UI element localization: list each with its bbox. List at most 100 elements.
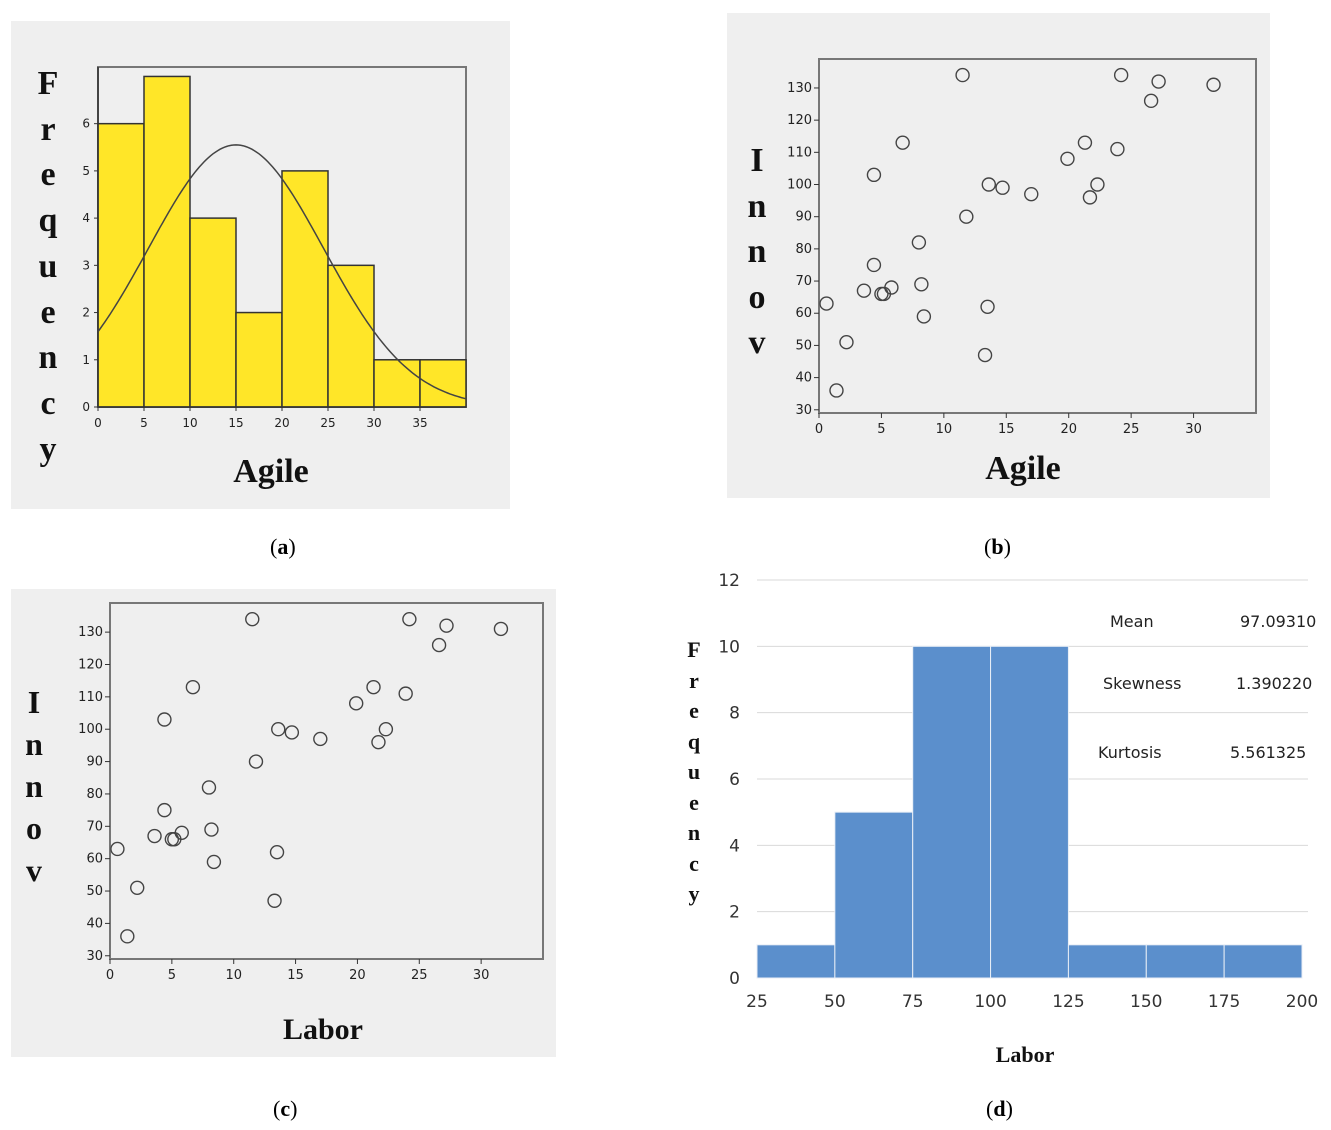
scatter-point	[201, 780, 217, 795]
y-tick-label: 8	[729, 704, 740, 724]
x-tick-label: 50	[824, 992, 846, 1012]
scatter-point	[1082, 190, 1098, 205]
ylabel-letter: e	[40, 293, 56, 331]
scatter-point	[895, 135, 910, 150]
y-tick-label: 60	[86, 852, 103, 867]
scatter-point	[1143, 93, 1159, 109]
stat-kurtosis-value: 5.561325	[1230, 743, 1307, 762]
y-tick-label: 120	[78, 657, 103, 672]
x-tick-label: 10	[225, 968, 242, 983]
y-tick-label: 130	[787, 81, 812, 96]
scatter-point	[439, 618, 454, 633]
scatter-point	[995, 180, 1010, 195]
x-tick-label: 25	[411, 968, 428, 983]
ylabel-letter: v	[26, 852, 42, 888]
x-tick-label: 0	[94, 416, 102, 430]
x-tick-label: 25	[320, 416, 335, 430]
scatter-point	[980, 299, 995, 314]
ylabel-letter: n	[687, 820, 701, 845]
x-tick-label: 20	[1060, 422, 1077, 437]
y-tick-label: 3	[82, 258, 90, 272]
ylabel-letter: F	[37, 65, 59, 102]
scatter-point	[206, 854, 222, 870]
x-tick-label: 15	[228, 416, 243, 430]
scatter-point	[245, 611, 260, 627]
ylabel-letter: y	[688, 881, 700, 906]
scatter-point	[914, 277, 929, 292]
histogram-bar	[1067, 944, 1147, 979]
histogram-bar	[189, 217, 237, 408]
x-tick-label: 20	[349, 968, 366, 983]
scatter-point	[819, 296, 834, 311]
caption-a: (a)	[270, 534, 296, 559]
panel-a: F r e q u e n c y 0 1 2 3 4 5 6 0 5 10 15 20 25 30 35 …	[11, 21, 510, 509]
panel-a-ylabel: F r e q u e n c y	[33, 61, 63, 472]
scatter-point	[829, 383, 844, 398]
y-tick-label: 50	[795, 338, 812, 353]
scatter-point	[348, 696, 364, 711]
scatter-point	[371, 734, 386, 750]
scatter-point	[284, 725, 300, 740]
ylabel-letter: c	[40, 384, 56, 422]
x-tick-label: 15	[287, 968, 304, 983]
x-tick-label: 5	[877, 422, 885, 437]
x-tick-label: 150	[1130, 992, 1162, 1012]
scatter-point	[269, 845, 285, 860]
scatter-point	[110, 841, 125, 857]
y-tick-label: 5	[82, 164, 90, 178]
y-tick-label: 10	[718, 637, 740, 657]
panel-b-plot: 30 40 50 60 70 80 90 100 110 120 130 0 5 10 15 20 25 30	[787, 58, 1257, 437]
y-tick-label: 30	[795, 403, 812, 418]
plot-frame	[109, 602, 544, 960]
histogram-bar	[1145, 944, 1225, 979]
scatter-point	[955, 67, 970, 83]
y-tick-label: 80	[795, 242, 812, 257]
ylabel-letter: o	[26, 810, 42, 846]
panel-d-plot: 0 2 4 6 8 10 12 25 50 75 100 125 150 175 200	[718, 571, 1318, 1012]
scatter-point	[1113, 67, 1129, 83]
scatter-point	[959, 209, 974, 224]
panel-d: F r e q u e n c y 0 2 4 6 8 10 12 25 50 75 100 125 1…	[680, 560, 1331, 1080]
histogram-bar	[281, 170, 329, 408]
panel-c-plot: 30 40 50 60 70 80 90 100 110 120 130 0 5 10 15 20 25 30	[78, 602, 544, 983]
y-tick-label: 0	[729, 969, 740, 989]
scatter-point	[911, 235, 927, 250]
ylabel-letter: e	[689, 789, 699, 815]
y-tick-label: 120	[787, 113, 812, 128]
x-tick-label: 5	[168, 968, 176, 983]
y-tick-label: 2	[82, 306, 90, 320]
scatter-point	[271, 722, 286, 737]
plot-frame	[818, 58, 1257, 414]
scatter-point	[1024, 186, 1039, 202]
x-tick-label: 0	[106, 968, 114, 983]
y-tick-label: 50	[86, 884, 103, 899]
panel-b-ylabel: I n n o v	[739, 138, 775, 366]
scatter-point	[866, 167, 882, 183]
y-tick-label: 0	[82, 400, 90, 414]
x-tick-label: 30	[1185, 422, 1202, 437]
x-tick-label: 200	[1286, 992, 1318, 1012]
x-tick-label: 0	[815, 422, 823, 437]
scatter-point	[398, 686, 413, 701]
ylabel-letter: r	[689, 667, 699, 693]
panel-b: I n n o v 30 40 50 60 70 80 90 100 110 120 130 0 5 10…	[727, 13, 1270, 498]
x-tick-label: 10	[182, 416, 197, 430]
scatter-point	[866, 257, 882, 273]
scatter-point	[157, 802, 172, 818]
scatter-point	[856, 283, 872, 298]
scatter-point	[1060, 151, 1075, 166]
histogram-bar	[834, 811, 914, 979]
histogram-bar	[143, 75, 191, 408]
histogram-bar	[373, 359, 421, 408]
y-tick-label: 4	[82, 211, 90, 225]
x-tick-label: 15	[998, 422, 1015, 437]
ylabel-letter: u	[38, 247, 58, 285]
ylabel-letter: v	[748, 324, 766, 362]
scatter-point	[916, 309, 932, 324]
x-tick-label: 35	[412, 416, 427, 430]
histogram-bar	[1223, 944, 1303, 979]
ylabel-letter: n	[747, 187, 767, 225]
scatter-point	[431, 637, 447, 653]
panel-b-xlabel: Agile	[985, 450, 1061, 487]
scatter-point	[185, 679, 201, 695]
